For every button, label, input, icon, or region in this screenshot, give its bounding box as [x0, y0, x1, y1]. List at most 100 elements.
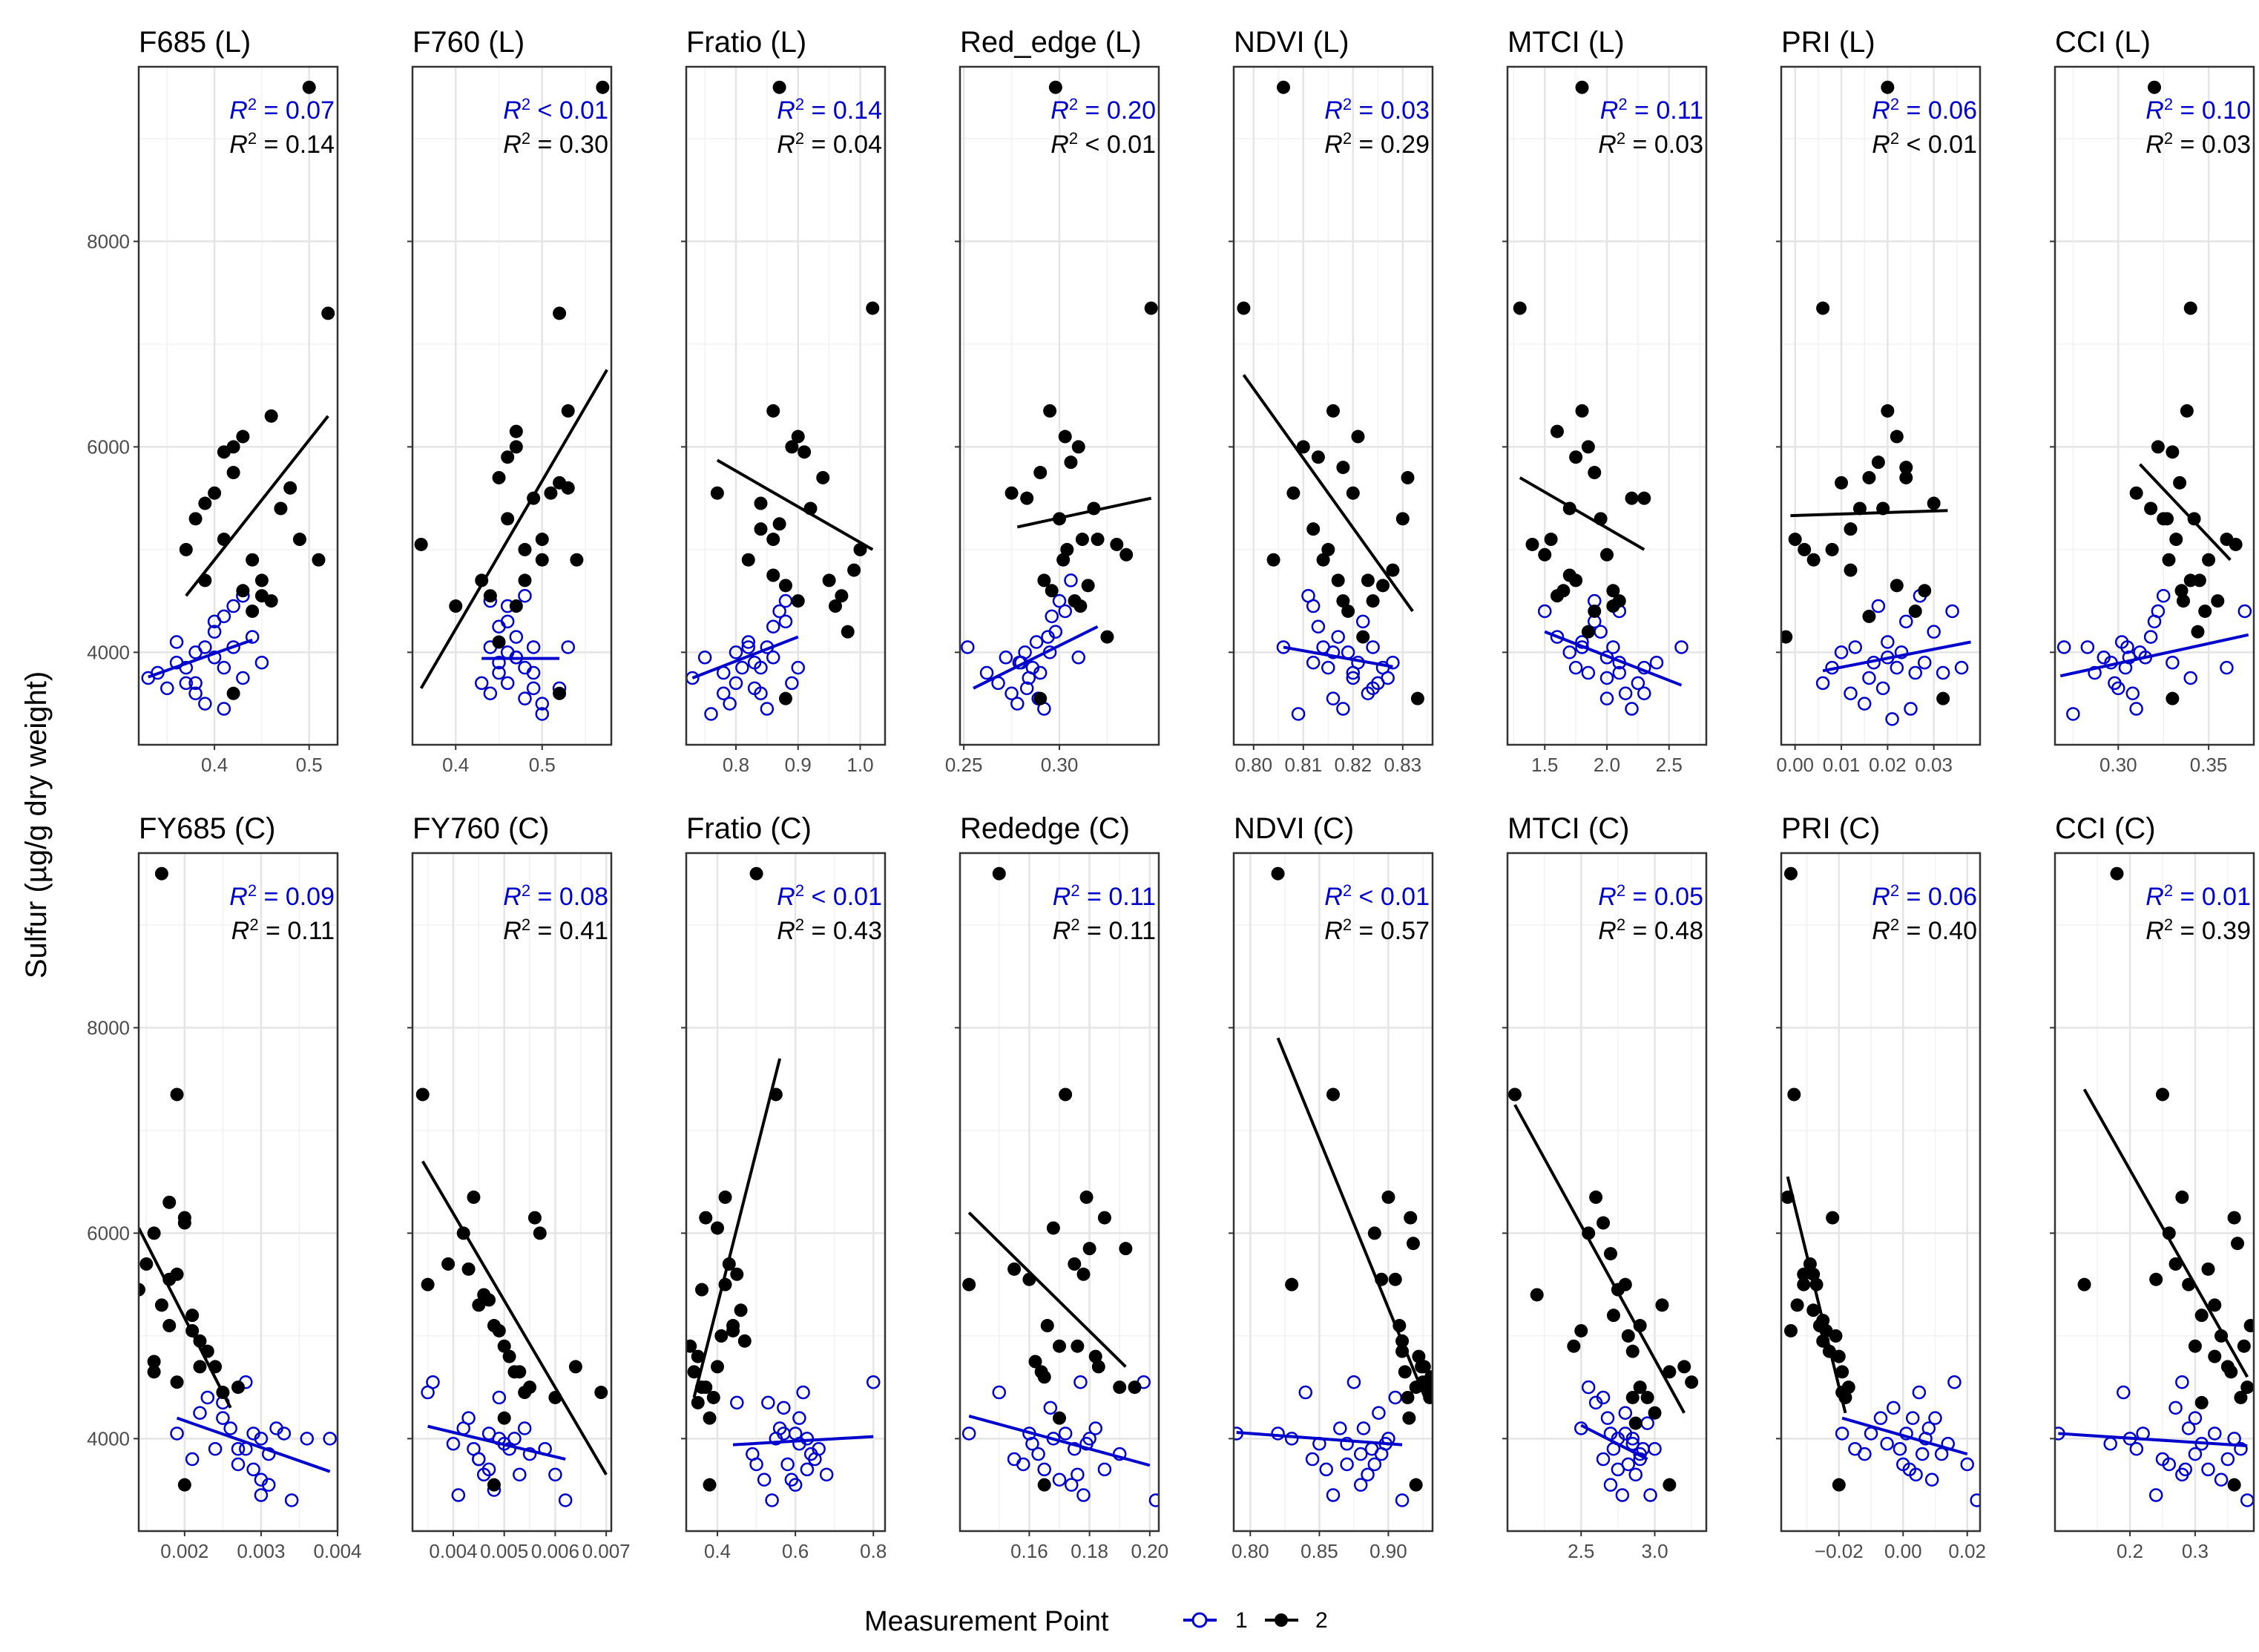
r2-label-series-2: R2 = 0.41	[503, 915, 608, 946]
point-series-1	[1064, 1478, 1079, 1492]
point-series-2	[695, 1283, 709, 1297]
point-series-1	[1674, 640, 1689, 654]
point-series-1	[754, 660, 768, 675]
point-series-2	[1091, 533, 1105, 547]
point-series-1	[1333, 1421, 1347, 1435]
point-series-2	[1606, 1309, 1620, 1323]
point-series-1	[1366, 681, 1380, 696]
point-series-1	[1045, 609, 1059, 624]
point-series-1	[2237, 604, 2252, 619]
r2-label-series-1: R2 = 0.06	[1872, 95, 1977, 125]
point-series-1	[188, 676, 203, 691]
point-series-2	[766, 404, 780, 418]
panel-title: Fratio (L)	[686, 26, 806, 59]
point-series-1	[193, 1406, 207, 1420]
panel-border	[1232, 852, 1434, 1533]
point-series-2	[513, 1365, 527, 1379]
r2-label-series-1: R2 = 0.10	[2145, 95, 2251, 125]
point-series-1	[1298, 1385, 1313, 1400]
point-series-1	[760, 702, 775, 716]
panel-data	[1513, 80, 1689, 716]
panel-title: F760 (L)	[412, 26, 525, 59]
point-series-2	[1033, 691, 1048, 705]
point-series-2	[726, 1323, 740, 1337]
r2-label-series-2: R2 = 0.11	[1053, 915, 1156, 946]
panel-background	[139, 67, 338, 745]
fit-line-series-2	[1242, 374, 1414, 613]
y-tick-label: 4000	[87, 1427, 130, 1449]
point-series-1	[522, 1447, 537, 1461]
panel-border	[1506, 852, 1708, 1533]
point-series-1	[2166, 655, 2180, 670]
point-series-1	[1305, 1452, 1320, 1467]
panel-title: Rededge (C)	[960, 812, 1130, 845]
panels-group: 4000 6000 8000 0.4 0.5 R2 = 0.07 R2 = 0.14 F685…	[87, 26, 2255, 1562]
point-series-2	[594, 1386, 608, 1400]
point-series-2	[1237, 301, 1251, 315]
r2-label-series-1: R2 < 0.01	[777, 881, 882, 912]
panel-data	[1507, 1087, 1699, 1502]
point-series-2	[1603, 1247, 1617, 1261]
point-series-1	[1029, 635, 1044, 649]
point-series-1	[800, 1462, 815, 1477]
point-series-2	[483, 589, 497, 603]
point-series-1	[1031, 1447, 1045, 1461]
point-series-2	[2174, 584, 2189, 598]
point-series-1	[2234, 1441, 2248, 1456]
panel-title: NDVI (C)	[1234, 812, 1354, 845]
point-series-1	[1904, 702, 1918, 716]
panel-5: 1.5 2.0 2.5 R2 = 0.11 R2 = 0.03 MTCI (L)	[1502, 26, 1708, 776]
point-series-1	[1071, 1467, 1085, 1482]
point-series-1	[1924, 1472, 1939, 1487]
point-series-1	[1625, 1437, 1640, 1451]
point-series-2	[853, 542, 867, 556]
x-tick-label: 0.01	[1823, 754, 1861, 776]
point-series-1	[2181, 1421, 2196, 1435]
point-series-2	[302, 80, 316, 94]
point-series-1	[246, 1462, 260, 1477]
panel-data	[139, 866, 337, 1507]
point-series-1	[717, 686, 731, 701]
point-series-1	[1367, 1457, 1382, 1472]
point-series-1	[735, 660, 749, 675]
point-series-2	[292, 533, 306, 547]
point-series-2	[734, 1303, 748, 1317]
point-series-2	[2110, 866, 2124, 881]
point-series-1	[2151, 604, 2166, 619]
r2-label-series-1: R2 < 0.01	[503, 95, 608, 125]
fit-line-series-1	[2059, 633, 2249, 678]
point-series-2	[2202, 553, 2216, 567]
panel-border	[411, 852, 613, 1533]
point-series-2	[2227, 1211, 2241, 1225]
point-series-2	[1625, 1390, 1640, 1404]
x-tick-label: 0.5	[296, 754, 323, 776]
point-series-1	[1372, 1406, 1386, 1420]
x-tick-label: 0.03	[1915, 754, 1953, 776]
point-series-1	[1618, 1406, 1633, 1420]
fit-line-series-1	[1822, 640, 1971, 673]
point-series-2	[226, 466, 240, 480]
point-series-1	[788, 1478, 803, 1492]
x-tick-label: 0.16	[1010, 1540, 1048, 1562]
point-series-1	[999, 651, 1013, 665]
panel-data	[2056, 80, 2252, 721]
point-series-1	[1058, 1426, 1073, 1441]
point-series-2	[1844, 522, 1858, 536]
point-series-2	[741, 553, 755, 567]
point-series-2	[829, 599, 842, 613]
r2-label-series-2: R2 < 0.01	[1050, 129, 1156, 159]
point-series-1	[1043, 1401, 1058, 1415]
point-series-2	[1351, 430, 1365, 444]
point-series-1	[791, 660, 805, 675]
point-series-2	[154, 866, 168, 881]
point-series-2	[1412, 1349, 1426, 1363]
panel-background	[412, 853, 611, 1531]
point-series-2	[1321, 542, 1335, 556]
point-series-2	[711, 1360, 725, 1374]
panel-background	[686, 853, 885, 1531]
point-series-2	[1007, 1262, 1022, 1276]
point-series-2	[535, 533, 549, 547]
point-series-1	[1575, 635, 1589, 649]
